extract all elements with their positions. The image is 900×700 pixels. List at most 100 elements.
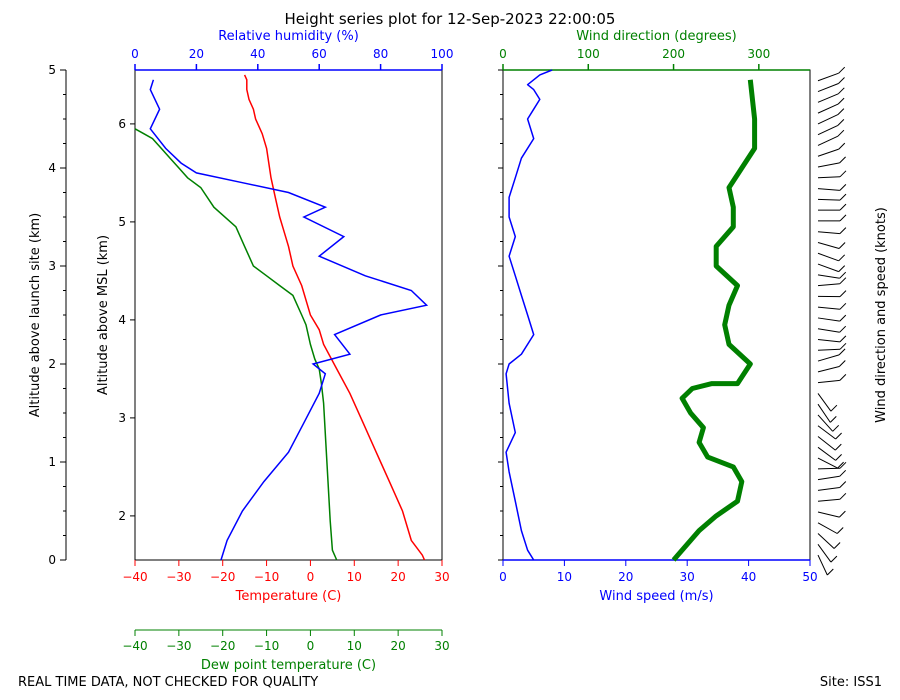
wind-barb-feather [835, 454, 842, 461]
wind-barb [817, 317, 840, 322]
wind-barb-feather [837, 129, 845, 137]
temperature-tick-label: −30 [166, 570, 191, 584]
temperature-tick-label: −40 [122, 570, 147, 584]
wind-barb [817, 511, 840, 518]
msl-tick-label: 3 [118, 411, 126, 425]
wind-barb [817, 72, 839, 82]
temperature-tick-label: 10 [347, 570, 362, 584]
wind-speed-series-line [505, 69, 553, 561]
wind-barb [817, 93, 839, 103]
right-panel: 0 10 20 30 40 50 Wind speed (m/s) 0 100 200 300 Win… [498, 29, 889, 604]
wind-barb-feather [835, 432, 842, 440]
wind-barb-feather [826, 568, 834, 576]
dewpoint-tick-label: −40 [122, 639, 147, 653]
wind-barb [817, 188, 840, 191]
wind-barb-feather [839, 481, 847, 488]
temperature-series-line [243, 74, 426, 561]
agl-tick-label: 3 [48, 259, 56, 273]
wind-barb [817, 544, 832, 563]
wind-barb-feather [837, 119, 845, 126]
direction-tick-label: 100 [577, 47, 600, 61]
humidity-tick-label: 20 [189, 47, 204, 61]
dewpoint-axis-label: Dew point temperature (C) [201, 658, 376, 673]
wind-barb [817, 328, 840, 333]
wind-barb-feather [839, 342, 847, 350]
wind-barb-feather [839, 227, 847, 234]
msl-tick-label: 2 [118, 509, 126, 523]
wind-barb-feather [838, 77, 845, 84]
dewpoint-tick-label: −30 [166, 639, 191, 653]
wind-barb [817, 103, 839, 114]
wind-barb [817, 124, 839, 136]
wind-barb-feather [838, 360, 846, 367]
wind-barb [817, 306, 840, 310]
msl-tick-label: 6 [118, 117, 126, 131]
wind-barb [817, 162, 840, 168]
speed-tick-label: 40 [741, 570, 756, 584]
speed-tick-label: 0 [499, 570, 507, 584]
wind-barb-feather [839, 314, 847, 322]
wind-barb [817, 522, 838, 534]
wind-barb-feather [837, 87, 845, 95]
agl-tick-label: 2 [48, 357, 56, 371]
wind-barb [817, 379, 840, 384]
wind-barb-feather [839, 335, 847, 343]
msl-axis-label: Altitude above MSL (km) [96, 235, 111, 395]
msl-tick-label: 4 [118, 313, 126, 327]
dewpoint-tick-label: −10 [254, 639, 279, 653]
speed-tick-label: 10 [557, 570, 572, 584]
dewpoint-tick-label: 20 [391, 639, 406, 653]
temperature-tick-label: −20 [210, 570, 235, 584]
humidity-tick-label: 100 [431, 47, 454, 61]
wind-barb-feather [839, 374, 847, 381]
wind-barb [817, 436, 836, 451]
dewpoint-tick-label: 10 [347, 639, 362, 653]
wind-barb-feather [839, 214, 847, 222]
dewpoint-tick-label: −20 [210, 639, 235, 653]
wind-barb-feather [832, 424, 840, 432]
wind-barb-feather [839, 203, 847, 211]
barb-axis-label: Wind direction and speed (knots) [874, 207, 889, 423]
wind-barb-feather [839, 170, 847, 178]
humidity-tick-label: 60 [312, 47, 327, 61]
agl-tick-label: 0 [48, 553, 56, 567]
wind-barb-feather [838, 142, 846, 150]
wind-barb-feather [838, 265, 846, 272]
wind-barb-feather [839, 510, 846, 518]
wind-barb-feather [838, 242, 846, 249]
wind-barb-feather [837, 108, 845, 115]
temperature-axis-label: Temperature (C) [235, 589, 342, 604]
wind-barb [817, 241, 840, 249]
wind-barb-feather [839, 461, 847, 469]
humidity-axis-label: Relative humidity (%) [218, 29, 359, 44]
wind-barb [817, 114, 839, 125]
agl-tick-label: 4 [48, 161, 56, 175]
temperature-tick-label: 0 [307, 570, 315, 584]
wind-barb [817, 457, 838, 469]
speed-axis-label: Wind speed (m/s) [599, 589, 713, 604]
wind-barb-feather [830, 555, 838, 563]
wind-barb-feather [839, 302, 847, 310]
wind-barb [817, 274, 840, 279]
wind-barb [817, 198, 841, 201]
wind-barb [817, 414, 834, 432]
direction-tick-label: 200 [662, 47, 685, 61]
speed-tick-label: 30 [680, 570, 695, 584]
wind-barb [817, 348, 841, 351]
temperature-tick-label: 30 [434, 570, 449, 584]
wind-barb [817, 554, 828, 576]
wind-direction-series-line [671, 79, 758, 562]
wind-barb-feather [838, 66, 846, 74]
chart-title: Height series plot for 12-Sep-2023 22:00… [284, 10, 616, 28]
dewpoint-tick-label: 0 [307, 639, 315, 653]
left-plot-frame [134, 69, 443, 561]
temperature-tick-label: −10 [254, 570, 279, 584]
wind-barb [817, 475, 840, 481]
direction-axis-label: Wind direction (degrees) [576, 29, 736, 44]
direction-tick-label: 300 [747, 47, 770, 61]
wind-barb-feather [830, 404, 838, 412]
wind-barb [817, 393, 832, 412]
wind-barb [817, 263, 839, 273]
agl-tick-label: 1 [48, 455, 56, 469]
